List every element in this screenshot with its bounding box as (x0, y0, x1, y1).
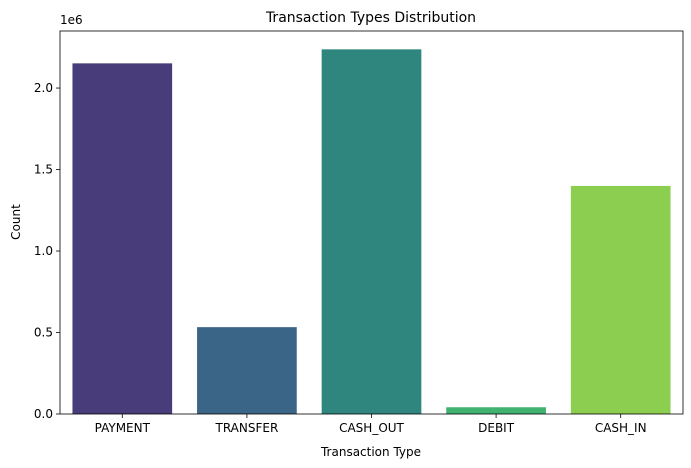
x-axis-ticks: PAYMENT TRANSFER CASH_OUT DEBIT CASH_IN (95, 414, 647, 435)
y-axis-offset-label: 1e6 (60, 13, 83, 27)
bar-transfer (197, 327, 297, 414)
bar-payment (72, 63, 173, 415)
y-tick-label: 1.5 (34, 163, 53, 177)
bars-group (72, 49, 671, 415)
axes-frame (59, 30, 684, 415)
y-axis-label: Count (9, 204, 23, 240)
x-tick-label: PAYMENT (95, 421, 151, 435)
axes-border (59, 30, 684, 415)
x-tick-label: DEBIT (478, 421, 515, 435)
chart-title: Transaction Types Distribution (265, 10, 476, 26)
y-axis-ticks: 0.0 0.5 1.0 1.5 2.0 (34, 81, 60, 421)
x-axis-label: Transaction Type (320, 445, 421, 459)
y-tick-label: 0.5 (34, 326, 53, 340)
y-tick-label: 2.0 (34, 81, 53, 95)
x-tick-label: TRANSFER (214, 421, 278, 435)
y-tick-label: 0.0 (34, 407, 53, 421)
y-tick-label: 1.0 (34, 244, 53, 258)
bar-cash-in (570, 185, 671, 414)
x-tick-label: CASH_OUT (339, 421, 404, 435)
bar-debit (446, 407, 546, 414)
x-tick-label: CASH_IN (595, 421, 647, 435)
bar-cash-out (321, 49, 422, 414)
